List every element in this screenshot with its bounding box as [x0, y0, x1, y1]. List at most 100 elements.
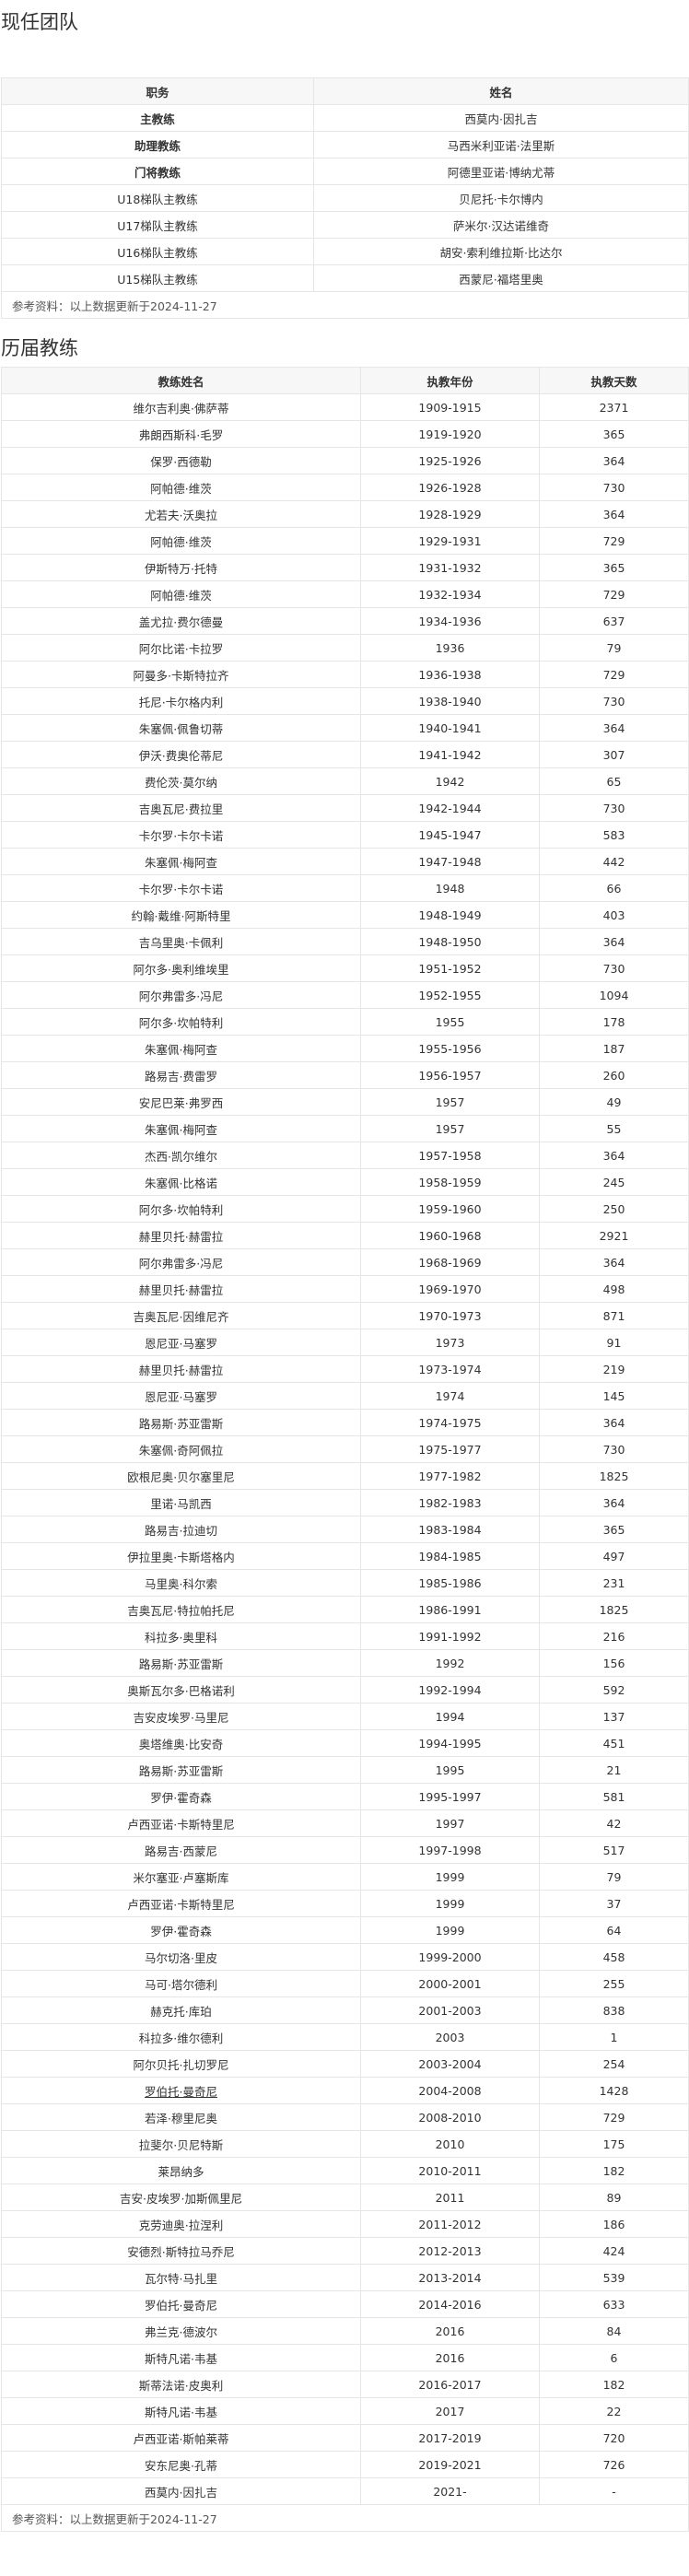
days-cell: 65	[539, 767, 689, 795]
years-cell: 1960-1968	[360, 1222, 540, 1249]
years-cell: 1942-1944	[360, 794, 540, 822]
years-cell: 1942	[360, 767, 540, 795]
coach-link[interactable]: 罗伯托·曼奇尼	[145, 2084, 217, 2099]
table-row: 安尼巴莱·弗罗西 1957 49	[1, 1088, 689, 1116]
days-cell: 364	[539, 447, 689, 474]
days-cell: 175	[539, 2130, 689, 2158]
coach-name-cell: 阿帕德·维茨	[1, 474, 361, 501]
years-cell: 1985-1986	[360, 1569, 540, 1597]
coach-name-cell: 卢西亚诺·卡斯特里尼	[1, 1890, 361, 1917]
years-cell: 2016	[360, 2344, 540, 2371]
years-cell: 1951-1952	[360, 954, 540, 982]
days-cell: 84	[539, 2317, 689, 2345]
coach-name-cell: 马尔切洛·里皮	[1, 1943, 361, 1971]
table-row: 朱塞佩·梅阿查 1957 55	[1, 1115, 689, 1142]
table-row: 吉乌里奥·卡佩利 1948-1950 364	[1, 928, 689, 955]
years-cell: 1999	[360, 1890, 540, 1917]
days-cell: 838	[539, 1996, 689, 2024]
coach-name-cell: 约翰·戴维·阿斯特里	[1, 901, 361, 929]
years-cell: 1948-1949	[360, 901, 540, 929]
table-row: 安东尼奥·孔蒂 2019-2021 726	[1, 2451, 689, 2478]
coach-name-cell: 米尔塞亚·卢塞斯库	[1, 1863, 361, 1891]
days-cell: 55	[539, 1115, 689, 1142]
table-row: 阿帕德·维茨 1926-1928 730	[1, 474, 689, 501]
years-cell: 1995-1997	[360, 1783, 540, 1810]
table-row: 拉斐尔·贝尼特斯 2010 175	[1, 2130, 689, 2158]
years-cell: 1986-1991	[360, 1596, 540, 1623]
coach-name-cell: 莱昂纳多	[1, 2157, 361, 2184]
table-header-row: 职务 姓名	[1, 77, 689, 105]
years-cell: 2017	[360, 2397, 540, 2425]
coach-name-cell: 拉斐尔·贝尼特斯	[1, 2130, 361, 2158]
reference-note: 参考资料：以上数据更新于2024-11-27	[1, 291, 689, 319]
coach-name-cell: 朱塞佩·梅阿查	[1, 1115, 361, 1142]
table-row: 保罗·西德勒 1925-1926 364	[1, 447, 689, 474]
table-row: 奥斯瓦尔多·巴格诺利 1992-1994 592	[1, 1676, 689, 1704]
years-cell: 1968-1969	[360, 1248, 540, 1276]
table-row: 费伦茨·莫尔纳 1942 65	[1, 767, 689, 795]
role-cell: U16梯队主教练	[1, 238, 314, 265]
table-row: 朱塞佩·梅阿查 1955-1956 187	[1, 1035, 689, 1062]
table-row: 吉奥瓦尼·特拉帕托尼 1986-1991 1825	[1, 1596, 689, 1623]
table-row: 科拉多·维尔德利 2003 1	[1, 2023, 689, 2051]
years-cell: 2001-2003	[360, 1996, 540, 2024]
coach-name-cell: 卢西亚诺·卡斯特里尼	[1, 1809, 361, 1837]
years-cell: 1999-2000	[360, 1943, 540, 1971]
years-cell: 1992	[360, 1649, 540, 1677]
days-cell: 255	[539, 1970, 689, 1997]
role-cell: U17梯队主教练	[1, 211, 314, 239]
coach-name-cell: 弗朗西斯科·毛罗	[1, 420, 361, 448]
days-cell: 729	[539, 661, 689, 688]
years-cell: 1977-1982	[360, 1462, 540, 1490]
days-cell: 22	[539, 2397, 689, 2425]
coach-name-cell: 罗伯托·曼奇尼	[1, 2077, 361, 2104]
table-row: 罗伯托·曼奇尼 2014-2016 633	[1, 2290, 689, 2318]
days-cell: 6	[539, 2344, 689, 2371]
table-row: 恩尼亚·马塞罗 1974 145	[1, 1382, 689, 1410]
coach-name-cell: 阿尔比诺·卡拉罗	[1, 634, 361, 662]
note-row: 参考资料：以上数据更新于2024-11-27	[1, 291, 689, 319]
years-cell: 1969-1970	[360, 1275, 540, 1303]
table-row: 赫里贝托·赫雷拉 1969-1970 498	[1, 1275, 689, 1303]
coach-name-cell: 吉奥瓦尼·费拉里	[1, 794, 361, 822]
past-coaches-table: 教练姓名 执教年份 执教天数 维尔吉利奥·佛萨蒂 1909-1915 2371 弗朗西…	[1, 367, 689, 2532]
table-row: 米尔塞亚·卢塞斯库 1999 79	[1, 1863, 689, 1891]
table-row: 阿尔多·坎帕特利 1959-1960 250	[1, 1195, 689, 1223]
years-cell: 1994-1995	[360, 1729, 540, 1757]
coach-name-cell: 马可·塔尔德利	[1, 1970, 361, 1997]
years-cell: 1975-1977	[360, 1435, 540, 1463]
table-header-row: 教练姓名 执教年份 执教天数	[1, 367, 689, 394]
coach-name-cell: 吉奥瓦尼·特拉帕托尼	[1, 1596, 361, 1623]
years-cell: 2004-2008	[360, 2077, 540, 2104]
coach-name-cell: 吉乌里奥·卡佩利	[1, 928, 361, 955]
days-cell: 592	[539, 1676, 689, 1704]
years-cell: 1957	[360, 1088, 540, 1116]
days-cell: 729	[539, 580, 689, 608]
table-row: 卢西亚诺·斯帕莱蒂 2017-2019 720	[1, 2424, 689, 2452]
coach-name-cell: 阿尔多·奥利维埃里	[1, 954, 361, 982]
coach-name-cell: 吉安·皮埃罗·加斯佩里尼	[1, 2184, 361, 2211]
years-cell: 1952-1955	[360, 981, 540, 1009]
days-cell: 250	[539, 1195, 689, 1223]
table-row: 盖尤拉·费尔德曼 1934-1936 637	[1, 607, 689, 635]
coach-name-cell: 奥塔维奥·比安奇	[1, 1729, 361, 1757]
table-row: 伊沃·费奥伦蒂尼 1941-1942 307	[1, 741, 689, 768]
coach-name-cell: 斯特凡诺·韦基	[1, 2344, 361, 2371]
current-team-title: 现任团队	[1, 11, 78, 33]
years-cell: 1958-1959	[360, 1168, 540, 1196]
years-cell: 1999	[360, 1863, 540, 1891]
years-cell: 1925-1926	[360, 447, 540, 474]
table-row: 吉奥瓦尼·因维尼齐 1970-1973 871	[1, 1302, 689, 1329]
table-row: 瓦尔特·马扎里 2013-2014 539	[1, 2264, 689, 2291]
coach-name-cell: 朱塞佩·比格诺	[1, 1168, 361, 1196]
days-cell: 254	[539, 2050, 689, 2078]
table-row: U17梯队主教练 萨米尔·汉达诺维奇	[1, 211, 689, 239]
table-row: 路易斯·苏亚雷斯 1974-1975 364	[1, 1409, 689, 1436]
table-row: 朱塞佩·比格诺 1958-1959 245	[1, 1168, 689, 1196]
table-row: 弗兰克·德波尔 2016 84	[1, 2317, 689, 2345]
years-cell: 1992-1994	[360, 1676, 540, 1704]
header-years: 执教年份	[360, 367, 540, 394]
coach-name-cell: 奥斯瓦尔多·巴格诺利	[1, 1676, 361, 1704]
note-row: 参考资料：以上数据更新于2024-11-27	[1, 2504, 689, 2532]
table-row: 奥塔维奥·比安奇 1994-1995 451	[1, 1729, 689, 1757]
